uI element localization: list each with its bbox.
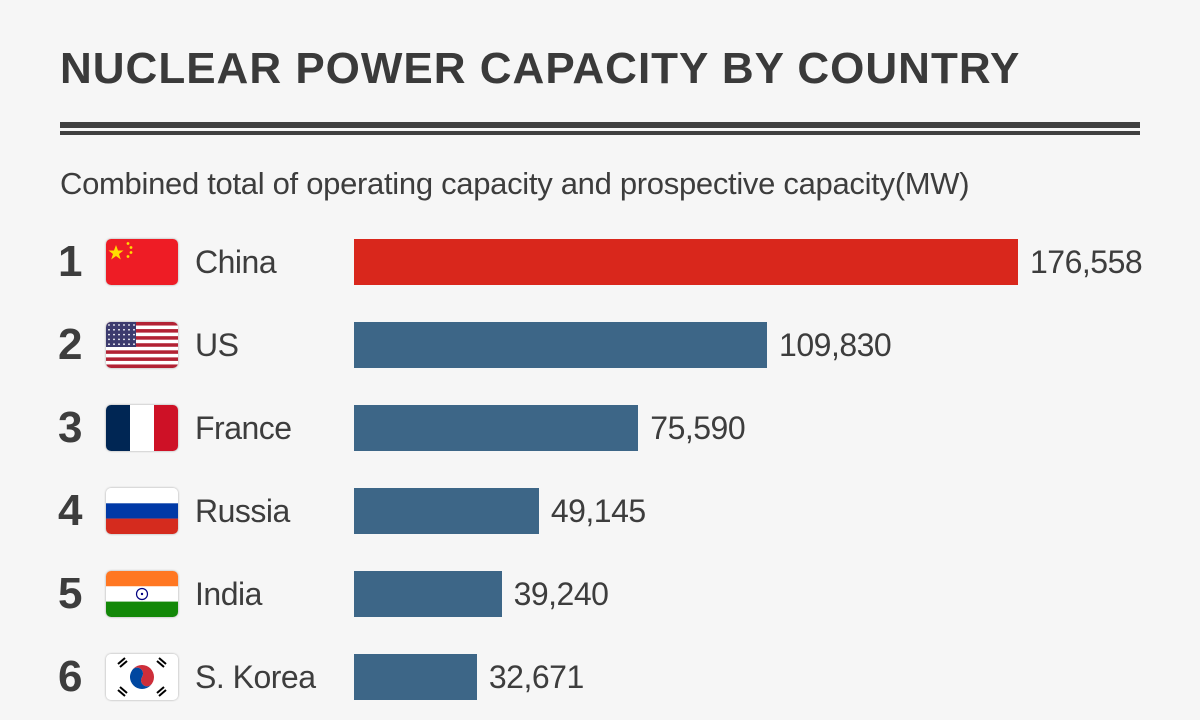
value-label: 176,558 [1030, 244, 1143, 280]
rank-label: 1 [58, 237, 83, 286]
country-label: India [195, 576, 262, 612]
bar [354, 322, 768, 368]
rank-label: 2 [58, 320, 83, 369]
title-divider [60, 122, 1140, 128]
bar-row: 3 France 75,590 [0, 403, 1140, 465]
bar-row: 1 China 176,558 [0, 237, 1143, 299]
rank-label: 4 [58, 486, 83, 535]
south-korea-flag-icon [106, 654, 178, 700]
value-label: 109,830 [779, 327, 892, 363]
country-label: US [195, 327, 239, 363]
bar-row: 5 India 39,240 [0, 569, 1140, 631]
bar-row: 4 Russia 49,145 [0, 486, 1140, 548]
chart-title: NUCLEAR POWER CAPACITY BY COUNTRY [60, 44, 1021, 93]
country-label: Russia [195, 493, 290, 529]
china-flag-icon [106, 239, 178, 285]
country-label: S. Korea [195, 659, 316, 695]
country-label: China [195, 244, 277, 280]
bar [354, 488, 539, 534]
value-label: 75,590 [650, 410, 746, 446]
bar-row: 6 S. Korea 32,671 [0, 652, 1140, 714]
title-divider-thin [60, 131, 1140, 135]
us-flag-icon [106, 322, 178, 368]
bar [354, 239, 1018, 285]
chart-subtitle: Combined total of operating capacity and… [60, 166, 970, 201]
bar-row: 2 US 109,830 [0, 320, 1140, 382]
bar [354, 571, 502, 617]
value-label: 49,145 [550, 493, 646, 529]
rank-label: 3 [58, 403, 83, 452]
russia-flag-icon [106, 488, 178, 534]
bar [354, 405, 639, 451]
rank-label: 5 [58, 569, 83, 618]
value-label: 32,671 [488, 659, 584, 695]
india-flag-icon [106, 571, 178, 617]
bar [354, 654, 477, 700]
france-flag-icon [106, 405, 178, 451]
rank-label: 6 [58, 652, 83, 701]
country-label: France [195, 410, 292, 446]
value-label: 39,240 [513, 576, 609, 612]
